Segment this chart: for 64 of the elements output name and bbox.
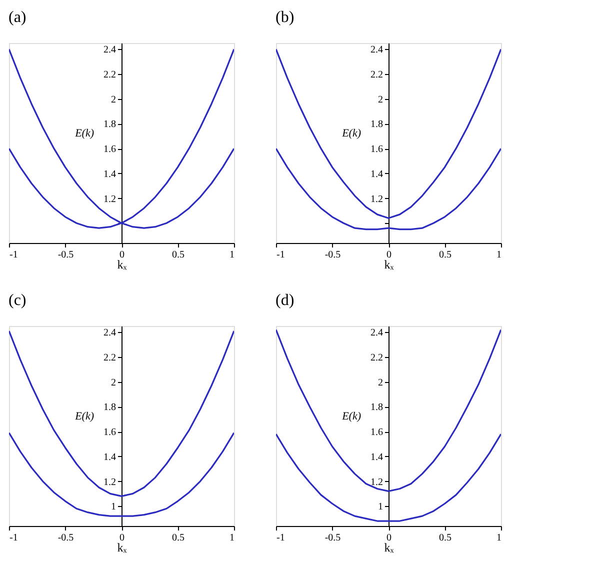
y-tick-label: 1.6 — [370, 144, 383, 156]
chart-title: (c) — [8, 292, 26, 309]
x-tick-label: 0 — [386, 532, 392, 544]
x-tick-label: 0 — [120, 250, 124, 260]
y-tick-label: 1.8 — [370, 402, 383, 414]
x-tick-label: 1 — [496, 532, 502, 544]
y-tick-label: 1.2 — [370, 476, 383, 488]
x-axis-title: kₓ — [384, 258, 394, 272]
y-tick-label: 2.4 — [370, 44, 383, 56]
y-axis-title: E(k) — [341, 128, 362, 140]
line-series — [276, 328, 501, 492]
x-tick-label: 0.5 — [172, 250, 184, 260]
x-tick-label: -1 — [10, 532, 18, 544]
x-tick-label: -1 — [276, 250, 285, 260]
x-tick-label: 0.5 — [439, 250, 452, 260]
x-tick-label: 1 — [230, 532, 234, 544]
y-tick-label: 1.6 — [104, 144, 116, 156]
y-tick-label: 1.8 — [104, 402, 116, 414]
y-tick-label: 1.4 — [104, 452, 116, 463]
x-tick-label: 0 — [120, 532, 124, 544]
y-axis-title: E(k) — [74, 410, 94, 422]
x-axis-title: kₓ — [117, 540, 128, 554]
x-tick-label: -1 — [10, 250, 18, 260]
y-tick-label: 2.2 — [104, 352, 116, 364]
x-tick-label: -0.5 — [58, 250, 74, 260]
y-tick-label: 1.8 — [370, 119, 383, 130]
y-tick-label: 1 — [378, 502, 383, 513]
line-series — [9, 330, 234, 497]
x-tick-label: -1 — [276, 532, 285, 544]
y-tick-label: 2 — [378, 377, 383, 388]
y-tick-label: 1.4 — [370, 452, 383, 463]
x-tick-label: -0.5 — [324, 250, 341, 260]
chart-title: (a) — [8, 9, 26, 26]
y-tick-label: 2.2 — [370, 70, 383, 81]
y-tick-label: 1.6 — [370, 427, 383, 438]
x-axis-title: kₓ — [384, 540, 394, 554]
y-axis-title: E(k) — [341, 410, 362, 422]
y-tick-label: 2 — [111, 94, 116, 106]
y-tick-label: 2 — [378, 94, 383, 106]
y-tick-label: 1.4 — [104, 168, 116, 180]
x-tick-label: -0.5 — [324, 532, 341, 544]
x-axis-title: kₓ — [117, 258, 128, 272]
x-tick-label: 1 — [496, 250, 502, 260]
chart-title: (d) — [276, 292, 294, 309]
x-tick-label: 1 — [230, 250, 234, 260]
y-tick-label: 1.8 — [104, 119, 116, 130]
y-tick-label: 1.2 — [104, 476, 116, 488]
y-tick-label: 2.4 — [104, 328, 116, 339]
y-tick-label: 2.4 — [370, 328, 383, 339]
x-tick-label: 0.5 — [439, 532, 452, 544]
y-tick-label: 1.6 — [104, 427, 116, 438]
chart-title: (b) — [276, 9, 294, 26]
x-tick-label: 0 — [386, 250, 392, 260]
x-tick-label: -0.5 — [58, 532, 74, 544]
y-tick-label: 2 — [111, 377, 116, 388]
y-tick-label: 2.2 — [104, 70, 116, 81]
y-tick-label: 2.2 — [370, 352, 383, 364]
y-tick-label: 1.2 — [370, 194, 383, 205]
y-tick-label: 1.2 — [104, 194, 116, 205]
y-tick-label: 1 — [111, 502, 116, 513]
y-axis-title: E(k) — [74, 128, 94, 140]
x-tick-label: 0.5 — [172, 532, 184, 544]
y-tick-label: 1.4 — [370, 168, 383, 180]
y-tick-label: 2.4 — [104, 44, 116, 56]
